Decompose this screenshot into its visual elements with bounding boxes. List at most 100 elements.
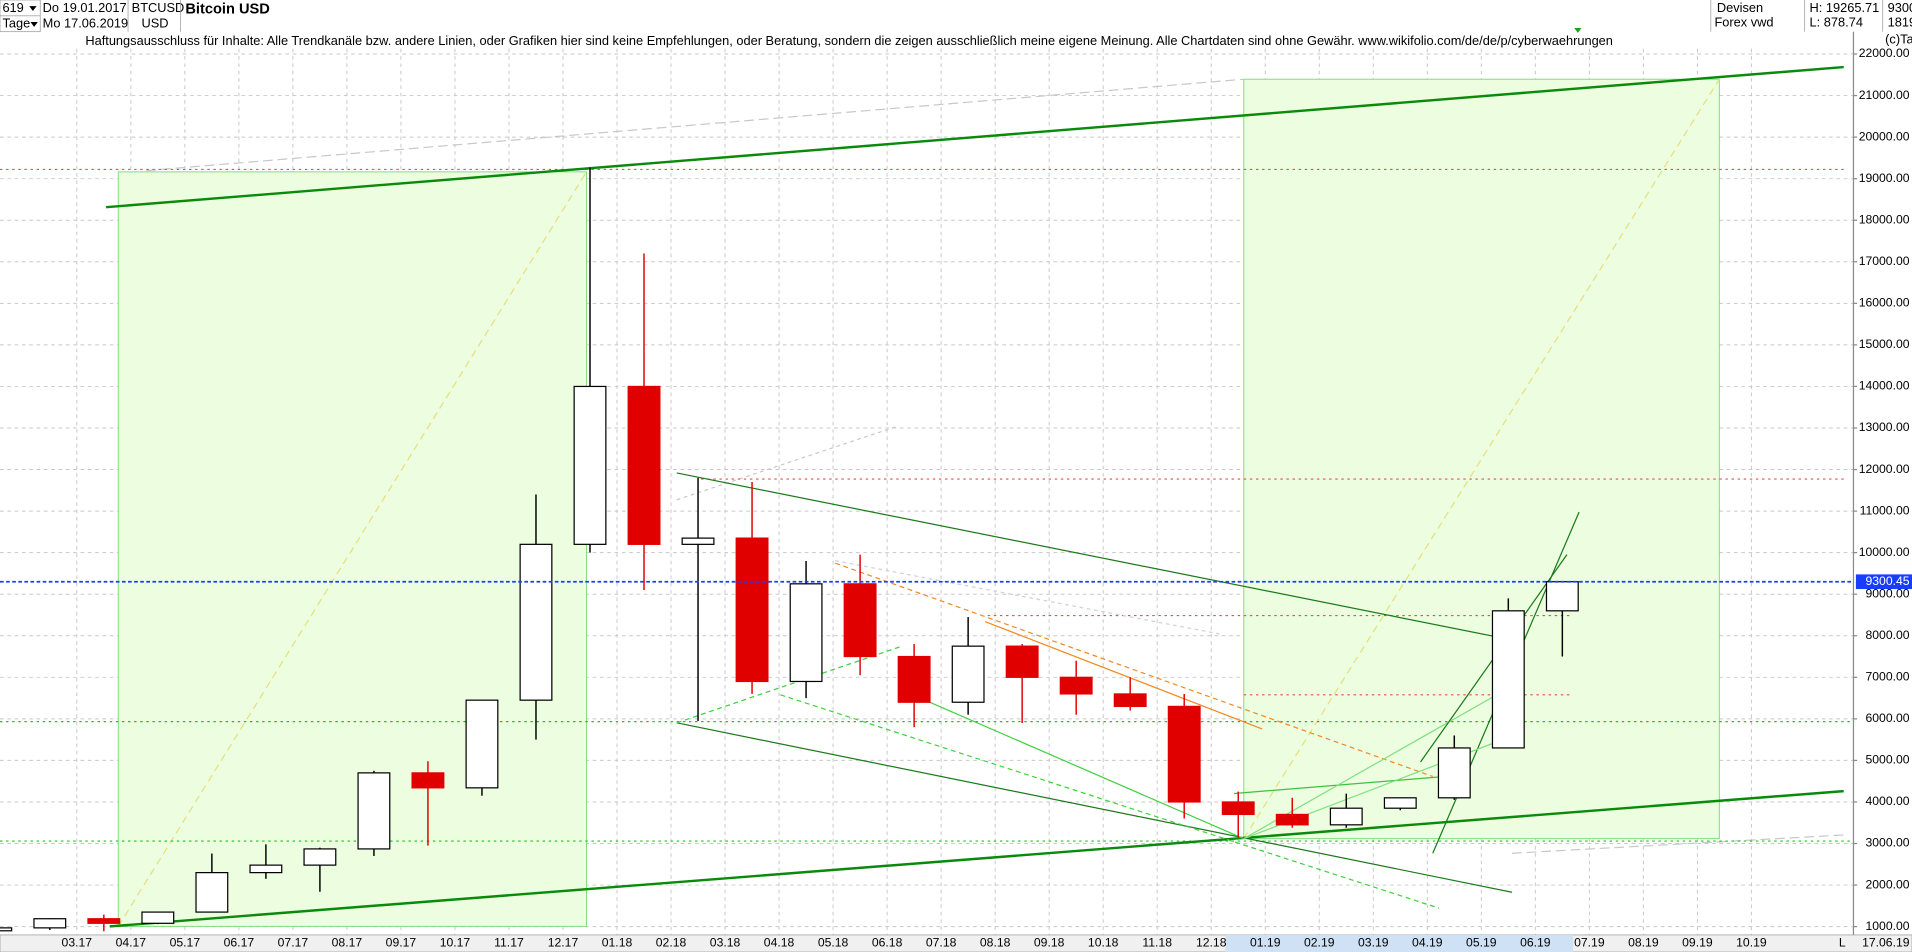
drawings (0, 65, 1854, 928)
candle-body (1383, 797, 1417, 809)
x-tick-label: 06.19 (1520, 936, 1551, 950)
x-tick-label: 01.19 (1250, 936, 1281, 950)
x-tick-label: 07.17 (278, 936, 309, 950)
trend-line (1243, 682, 1519, 840)
y-tick-label: 5000.00 (1865, 753, 1909, 767)
helper-line (1512, 834, 1844, 854)
x-tick-label: 12.18 (1196, 936, 1227, 950)
y-tick-label: 20000.00 (1859, 129, 1910, 143)
x-tick-label: 10.18 (1088, 936, 1119, 950)
axes: 1000.00 2000.00 3000.00 4000.00 5000.00 6000.… (0, 46, 1912, 950)
x-tick-label: 08.18 (980, 936, 1011, 950)
candles (0, 167, 1579, 932)
start-date: Do 19.01.2017 (43, 0, 127, 15)
trend-line (105, 65, 1844, 209)
y-tick-label: 15000.00 (1859, 337, 1910, 351)
x-tick-label: 08.17 (332, 936, 363, 950)
x-tick-label: 10.17 (440, 936, 471, 950)
trend-line (1233, 775, 1446, 795)
candle-body (1005, 645, 1039, 678)
candle-body (303, 848, 337, 866)
channel-line (926, 700, 1245, 840)
candle-body (1113, 693, 1147, 708)
end-date: Mo 17.06.2019 (43, 16, 128, 31)
y-tick-label: 17000.00 (1859, 254, 1910, 268)
candle-body (33, 918, 67, 929)
x-tick-label: 02.19 (1304, 936, 1335, 950)
x-tick-label: 05.18 (818, 936, 849, 950)
trend-line (985, 621, 1263, 730)
candle-body (519, 543, 553, 701)
x-tick-label: 06.18 (872, 936, 903, 950)
marker-icon (1574, 28, 1582, 33)
y-tick-label: 14000.00 (1859, 379, 1910, 393)
axis-end-marker: L (1839, 936, 1846, 950)
candle-body (87, 918, 121, 924)
channel-line (676, 645, 903, 724)
candle-body (1275, 813, 1309, 826)
y-tick-label: 3000.00 (1865, 836, 1909, 850)
axis-end-date: 17.06.19 (1862, 936, 1910, 950)
y-tick-label: 1000.00 (1865, 919, 1909, 933)
last-price-label: 9300.45 (1865, 574, 1909, 588)
diagonal (1243, 78, 1720, 839)
y-tick-label: 13000.00 (1859, 420, 1910, 434)
y-tick-label: 16000.00 (1859, 296, 1910, 310)
channel-line (676, 722, 1513, 893)
trend-line (835, 562, 1433, 778)
candle-body (195, 871, 229, 913)
x-tick-label: 02.18 (656, 936, 687, 950)
x-tick-label: 11.17 (494, 936, 524, 950)
candle-body (141, 911, 175, 924)
x-tick-label: 07.18 (926, 936, 957, 950)
y-tick-label: 12000.00 (1859, 462, 1910, 476)
x-tick-label: 11.18 (1142, 936, 1172, 950)
x-tick-label: 05.19 (1466, 936, 1497, 950)
x-tick-label: 12.17 (548, 936, 579, 950)
x-tick-label: 03.17 (62, 936, 93, 950)
x-tick-label: 01.18 (602, 936, 633, 950)
x-tick-label: 03.19 (1358, 936, 1389, 950)
candle-body (1059, 676, 1093, 695)
dropdown-icon (30, 21, 38, 27)
last-price: 9300.45 (1888, 0, 1912, 15)
x-tick-label: 10.19 (1736, 936, 1767, 950)
candle-body (249, 864, 283, 874)
copyright: (c)Tai-Pan (1885, 32, 1912, 47)
candle-body (1545, 581, 1579, 612)
channel-line (676, 472, 1513, 641)
source: Forex vwd (1714, 15, 1773, 30)
helper-line (146, 78, 1244, 172)
symbol: BTCUSD (132, 0, 185, 15)
y-tick-label: 11000.00 (1860, 503, 1910, 517)
x-tick-label: 08.19 (1628, 936, 1659, 950)
candle-body (1221, 801, 1255, 816)
info-box (1710, 0, 1912, 32)
unit: Tage (2, 16, 30, 31)
unit-box[interactable] (0, 15, 41, 33)
x-tick-label: 04.18 (764, 936, 795, 950)
y-tick-label: 4000.00 (1865, 794, 1909, 808)
y-tick-label: 2000.00 (1865, 877, 1909, 891)
y-tick-label: 22000.00 (1859, 46, 1910, 60)
y-tick-label: 8000.00 (1865, 628, 1909, 642)
candle-body (357, 772, 391, 850)
candle-body (1491, 610, 1525, 749)
x-tick-label: 04.19 (1412, 936, 1443, 950)
candle-body (681, 537, 715, 545)
y-tick-label: 19000.00 (1859, 171, 1910, 185)
helper-line (676, 426, 897, 501)
count: 619 (2, 0, 23, 15)
high: H: 19265.71 (1810, 0, 1880, 15)
low: L: 878.74 (1810, 15, 1863, 30)
candle-body (0, 927, 13, 932)
x-axis-highlight (1225, 934, 1574, 952)
instrument-name: Bitcoin USD (185, 2, 270, 18)
candle-body (789, 583, 823, 683)
candle-body (573, 385, 607, 545)
candle-body (843, 583, 877, 658)
candle-body (735, 537, 769, 683)
disclaimer: Haftungsausschluss für Inhalte: Alle Tre… (85, 33, 1613, 48)
y-tick-label: 18000.00 (1859, 212, 1910, 226)
